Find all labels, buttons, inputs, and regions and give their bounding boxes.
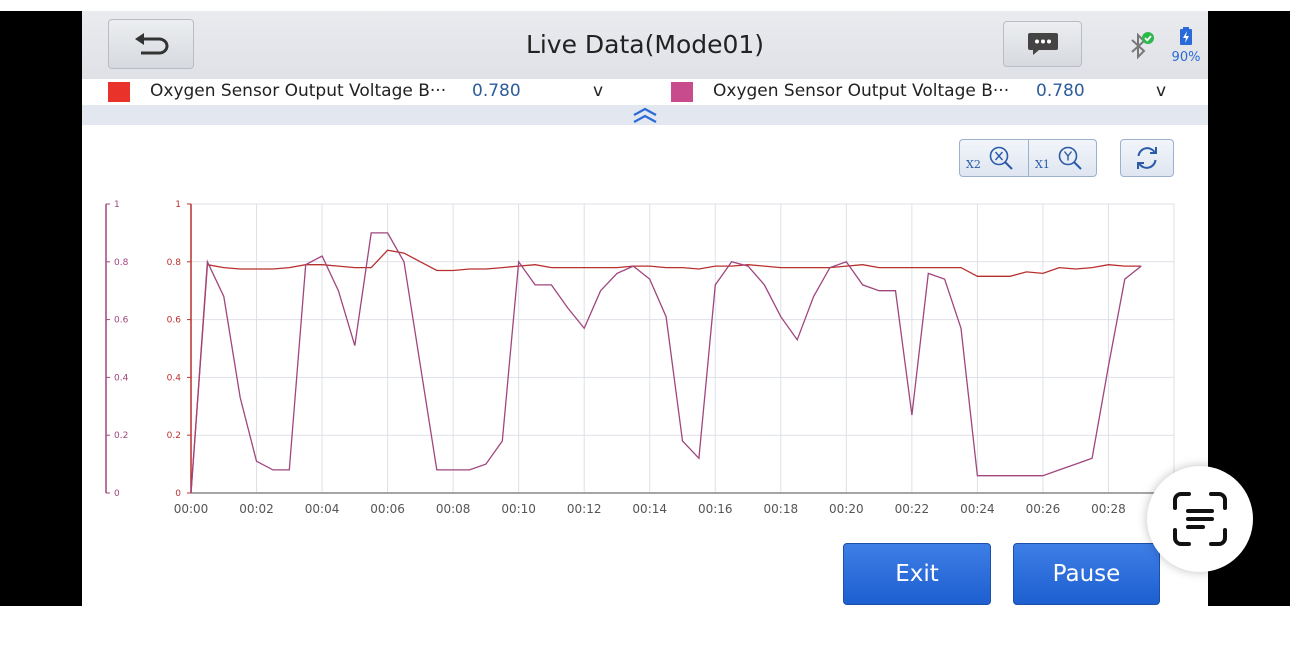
y-tick-label: 1 — [175, 200, 181, 210]
legend-value-2: 0.780 — [1036, 81, 1085, 101]
y-tick-label: 0.4 — [167, 373, 182, 383]
back-button[interactable] — [108, 19, 194, 69]
legend-swatch-1 — [108, 82, 130, 102]
x-tick-label: 00:22 — [895, 502, 930, 516]
x-tick-label: 00:00 — [174, 502, 209, 516]
battery-status: 90% — [1168, 27, 1204, 67]
x-tick-label: 00:14 — [632, 502, 667, 516]
y2-tick-label: 1 — [114, 200, 120, 210]
back-arrow-icon — [135, 33, 169, 55]
x-tick-label: 00:04 — [305, 502, 340, 516]
x-tick-label: 00:26 — [1026, 502, 1061, 516]
y2-tick-label: 0 — [114, 489, 120, 499]
series-line-2 — [190, 232, 1142, 494]
x-tick-label: 00:02 — [239, 502, 274, 516]
legend-name-2[interactable]: Oxygen Sensor Output Voltage B··· — [713, 81, 1010, 101]
zoom-y-icon — [1058, 146, 1082, 170]
x-tick-label: 00:06 — [370, 502, 405, 516]
y-tick-label: 0.2 — [167, 431, 181, 441]
zoom-x-button[interactable]: X2 — [960, 140, 1028, 176]
chat-icon — [1027, 33, 1058, 55]
zoom-y-button[interactable]: X1 — [1029, 140, 1097, 176]
x-tick-label: 00:28 — [1091, 502, 1126, 516]
legend-unit-2: v — [1156, 81, 1167, 101]
scan-text-button[interactable] — [1147, 466, 1253, 572]
x-tick-label: 00:16 — [698, 502, 733, 516]
live-data-chart: 0 0 0.2 0.2 0.4 0.4 0.6 0.6 0.8 0.8 1 1 00:00 00:02 00… — [105, 200, 1175, 516]
y2-tick-label: 0.8 — [114, 258, 129, 268]
left-black-bar — [0, 11, 82, 606]
battery-level: 90% — [1171, 50, 1201, 65]
x-tick-label: 00:24 — [960, 502, 995, 516]
bluetooth-connected-icon — [1131, 32, 1154, 60]
exit-button[interactable]: Exit — [843, 543, 991, 605]
legend-row: Oxygen Sensor Output Voltage B··· 0.780 … — [82, 79, 1208, 105]
legend-unit-1: v — [593, 81, 604, 101]
refresh-icon — [1137, 147, 1157, 169]
zoom-divider — [1028, 140, 1029, 176]
pause-button[interactable]: Pause — [1013, 543, 1160, 605]
message-button[interactable] — [1003, 21, 1082, 67]
app-window: Live Data(Mode01) 90% Oxygen Sensor — [82, 11, 1208, 606]
x-tick-label: 00:20 — [829, 502, 864, 516]
x-tick-label: 00:08 — [436, 502, 471, 516]
legend-value-1: 0.780 — [472, 81, 521, 101]
double-chevron-up-icon[interactable] — [631, 105, 659, 125]
x-tick-label: 00:12 — [567, 502, 602, 516]
y2-tick-label: 0.4 — [114, 373, 129, 383]
y-tick-label: 0 — [175, 489, 181, 499]
battery-icon — [1180, 27, 1192, 45]
y-tick-label: 0.6 — [167, 316, 182, 326]
y-tick-label: 0.8 — [167, 258, 182, 268]
legend-swatch-2 — [671, 82, 693, 102]
header-bar: Live Data(Mode01) 90% — [82, 11, 1208, 79]
zoom-x-icon — [989, 146, 1013, 170]
refresh-button[interactable] — [1120, 139, 1174, 177]
x-tick-label: 00:10 — [501, 502, 536, 516]
zoom-y-label: X1 — [1035, 158, 1050, 171]
series-line-1 — [190, 249, 1142, 494]
scan-text-icon — [1173, 492, 1227, 546]
y2-tick-label: 0.6 — [114, 316, 129, 326]
collapse-bar[interactable] — [82, 105, 1208, 125]
zoom-controls: X2 X1 — [959, 139, 1097, 177]
zoom-x-label: X2 — [966, 158, 981, 171]
legend-name-1[interactable]: Oxygen Sensor Output Voltage B··· — [150, 81, 447, 101]
x-tick-label: 00:18 — [764, 502, 799, 516]
y2-tick-label: 0.2 — [114, 431, 128, 441]
